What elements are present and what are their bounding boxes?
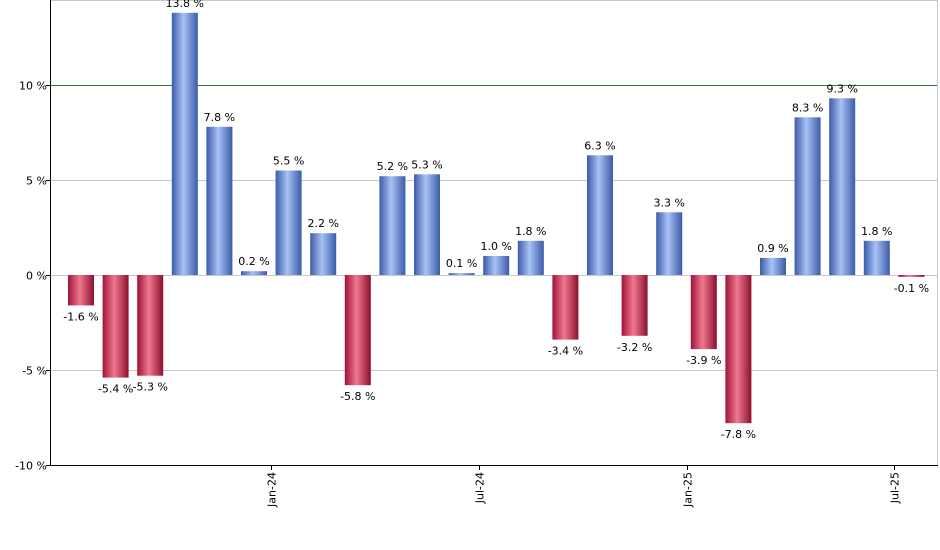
data-label: -3.4 %: [548, 345, 583, 358]
bar: [898, 275, 925, 277]
bar: [241, 271, 267, 275]
data-label: -7.8 %: [721, 428, 756, 441]
bar: [725, 275, 752, 424]
bar: [344, 275, 371, 386]
data-label: 1.0 %: [480, 240, 511, 253]
bar: [379, 176, 406, 275]
data-label: 0.9 %: [757, 242, 788, 255]
data-label: 3.3 %: [653, 196, 684, 209]
x-tick-label: Jan-25: [682, 472, 695, 508]
bar: [310, 233, 337, 275]
data-label: -3.2 %: [617, 341, 652, 354]
data-label: -5.4 %: [98, 383, 133, 396]
bar: [275, 170, 302, 275]
bar: [760, 257, 786, 275]
data-label: 7.8 %: [204, 111, 235, 124]
data-labels: -1.6 % -5.4 % -5.3 % 13.8 % 7.8 % 0.2 % 5.5 % 2…: [63, 0, 929, 441]
y-tick-label: -5 %: [22, 365, 47, 378]
bar: [690, 275, 717, 350]
y-tick-label: 0 %: [26, 270, 47, 283]
data-label: 13.8 %: [166, 0, 204, 10]
x-tick-label: Jul-24: [474, 472, 487, 504]
bar: [863, 240, 890, 275]
data-label: -5.8 %: [340, 390, 375, 403]
bar: [171, 12, 198, 276]
data-label: -5.3 %: [132, 381, 167, 394]
bar: [656, 212, 683, 275]
data-label: 0.1 %: [446, 257, 477, 270]
bar: [794, 117, 821, 275]
bar: [102, 275, 129, 378]
bar: [829, 98, 856, 275]
y-tick-label: 5 %: [26, 175, 47, 188]
bars: [68, 12, 925, 424]
data-label: -3.9 %: [686, 354, 721, 367]
data-label: -1.6 %: [63, 310, 98, 323]
x-tick-label: Jan-24: [266, 472, 279, 508]
data-label: 0.2 %: [238, 255, 269, 268]
bar: [517, 240, 544, 275]
bar: [414, 174, 440, 275]
axes: 10 % 5 % 0 % -5 % -10 % Jan-24 Jul-24 Jan-25 Jul…: [15, 0, 938, 508]
bar: [68, 275, 94, 306]
data-label: 9.3 %: [826, 82, 857, 95]
data-label: 8.3 %: [792, 101, 823, 114]
data-label: 5.5 %: [273, 155, 304, 168]
data-label: 2.2 %: [307, 217, 338, 230]
y-tick-label: 10 %: [19, 80, 47, 93]
bar: [448, 273, 475, 275]
data-label: -0.1 %: [894, 282, 929, 295]
data-label: 1.8 %: [861, 225, 892, 238]
bar: [552, 275, 579, 340]
bar: [621, 275, 648, 336]
data-label: 6.3 %: [584, 139, 615, 152]
x-tick-label: Jul-25: [889, 472, 902, 504]
bar: [206, 126, 233, 275]
bar: [483, 256, 510, 275]
bar: [587, 155, 613, 275]
bar: [137, 275, 164, 376]
data-label: 5.2 %: [377, 160, 408, 173]
data-label: 5.3 %: [411, 158, 442, 171]
y-tick-label: -10 %: [15, 460, 47, 473]
data-label: 1.8 %: [515, 225, 546, 238]
